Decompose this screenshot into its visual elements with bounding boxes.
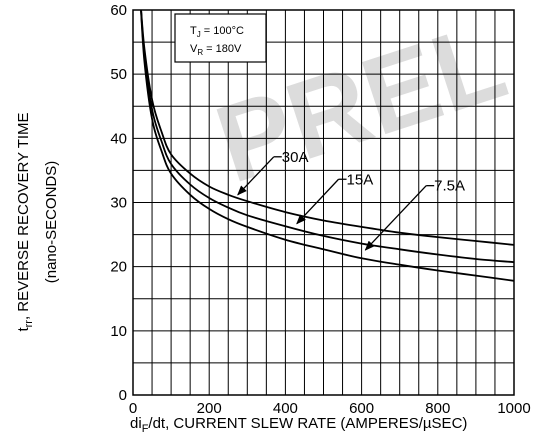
y-tick-label: 20 [110, 259, 127, 276]
y-axis-label: trr, REVERSE RECOVERY TIME (nano-SECONDS… [15, 112, 60, 331]
y-axis-ticks: 0 10 20 30 40 50 60 [110, 2, 127, 404]
x-tick-label: 0 [129, 400, 137, 417]
y-tick-label: 30 [110, 195, 127, 212]
annotation-arrow-7_5A [364, 185, 427, 251]
vr-condition: VR = 180V [190, 43, 242, 57]
y-axis-label-line2: (nano-SECONDS) [43, 161, 60, 284]
series-line-7_5A-curve [140, 10, 514, 282]
plot-frame [132, 9, 515, 396]
tj-condition: TJ = 100°C [190, 25, 244, 39]
series-line-30A-curve [140, 10, 514, 246]
series-annotations: 30A 15A 7.5A [237, 149, 465, 251]
x-tick-label: 1000 [497, 400, 530, 417]
curves [140, 10, 514, 282]
y-tick-label: 60 [110, 2, 127, 19]
y-axis-label-line1: trr, REVERSE RECOVERY TIME [15, 112, 35, 331]
annotation-label-30A: 30A [282, 149, 309, 166]
x-axis-ticks: 0 200 400 600 800 1000 [129, 400, 531, 417]
y-tick-label: 10 [110, 323, 127, 340]
y-tick-label: 50 [110, 66, 127, 83]
x-tick-label: 400 [273, 400, 298, 417]
annotation-label-7_5A: 7.5A [434, 178, 465, 195]
x-tick-label: 600 [349, 400, 374, 417]
annotation-arrow-30A [237, 156, 275, 196]
annotation-arrow-15A [296, 178, 340, 225]
x-axis-label: diF/dt, CURRENT SLEW RATE (AMPERES/µSEC) [130, 415, 467, 435]
x-tick-label: 800 [425, 400, 450, 417]
annotation-label-15A: 15A [347, 171, 374, 188]
grid [133, 10, 514, 395]
conditions-box: TJ = 100°C VR = 180V [174, 13, 267, 63]
x-tick-label: 200 [197, 400, 222, 417]
series-line-15A-curve [140, 10, 514, 264]
y-tick-label: 40 [110, 130, 127, 147]
y-tick-label: 0 [119, 387, 127, 404]
